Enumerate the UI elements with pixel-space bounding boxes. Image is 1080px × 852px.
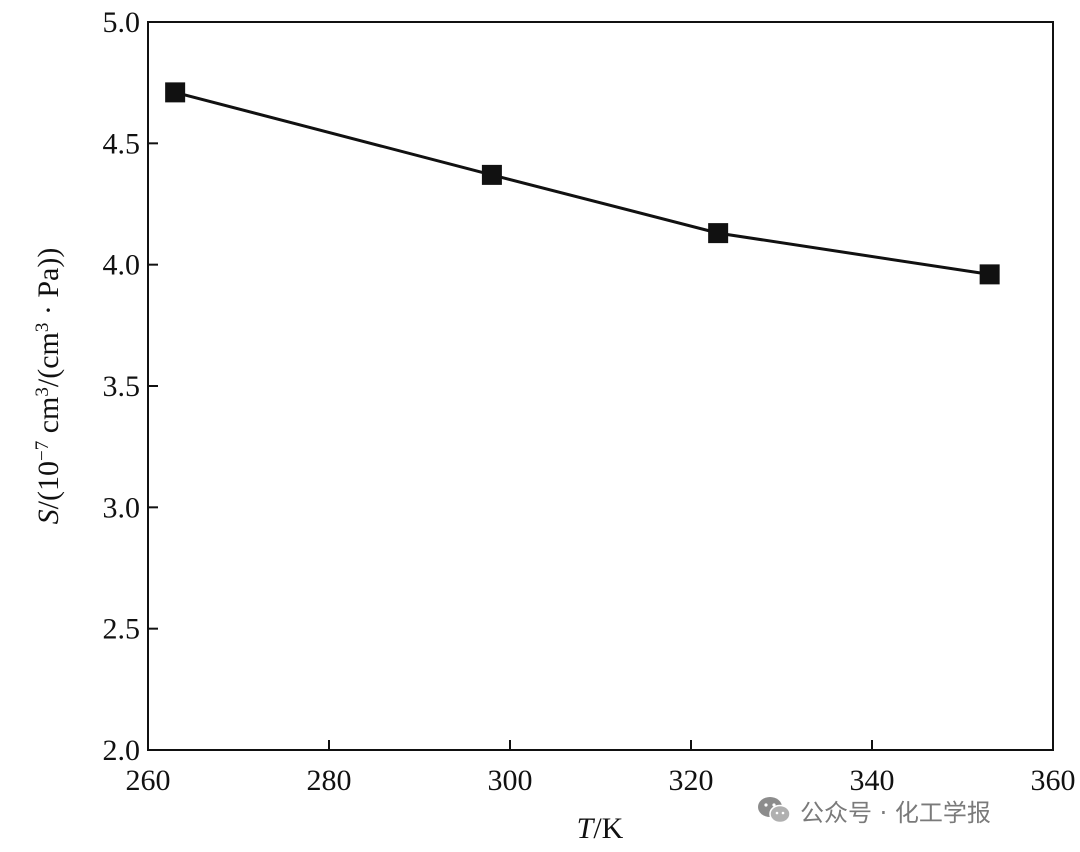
y-tick-label: 4.5 <box>103 127 141 160</box>
y-axis-unit-mid: cm <box>32 397 65 441</box>
y-tick-label: 3.5 <box>103 370 141 403</box>
x-tick-label: 260 <box>126 764 171 797</box>
wechat-icon <box>758 797 791 824</box>
x-axis-ticks: 260 280 300 320 340 360 <box>126 740 1076 797</box>
data-point <box>708 223 729 244</box>
y-axis-title: S/(10−7 cm3/(cm3 · Pa)) <box>32 248 66 525</box>
y-axis-ticks: 2.0 2.5 3.0 3.5 4.0 4.5 5.0 <box>103 6 158 767</box>
data-point <box>979 264 1000 285</box>
x-tick-label: 320 <box>669 764 714 797</box>
x-axis-unit: /K <box>593 812 623 845</box>
series-group <box>165 82 1000 285</box>
watermark: 公众号 · 化工学报 <box>756 790 991 830</box>
y-tick-label: 2.5 <box>103 613 141 646</box>
x-tick-label: 360 <box>1031 764 1076 797</box>
data-point <box>481 164 502 185</box>
x-tick-label: 340 <box>850 764 895 797</box>
x-axis-title: T/K <box>577 812 624 845</box>
plot-area <box>147 21 1054 751</box>
x-tick-label: 300 <box>488 764 533 797</box>
y-tick-label: 2.0 <box>103 734 141 767</box>
y-axis-exp1: −7 <box>32 441 53 461</box>
y-tick-label: 3.0 <box>103 491 141 524</box>
y-axis-exp2: 3 <box>32 387 53 397</box>
watermark-text: 公众号 · 化工学报 <box>800 798 991 827</box>
data-point <box>165 82 186 103</box>
y-axis-var: S <box>32 509 65 524</box>
y-axis-exp3: 3 <box>32 323 53 333</box>
y-axis-unit-tail: · Pa)) <box>32 248 65 323</box>
series-line <box>174 90 990 276</box>
y-tick-label: 5.0 <box>103 6 141 39</box>
y-axis-unit-post: /(cm <box>32 332 65 387</box>
y-tick-label: 4.0 <box>103 249 141 282</box>
x-tick-label: 280 <box>307 764 352 797</box>
x-axis-var: T <box>577 812 596 845</box>
y-axis-unit-pre: /(10 <box>32 461 65 509</box>
